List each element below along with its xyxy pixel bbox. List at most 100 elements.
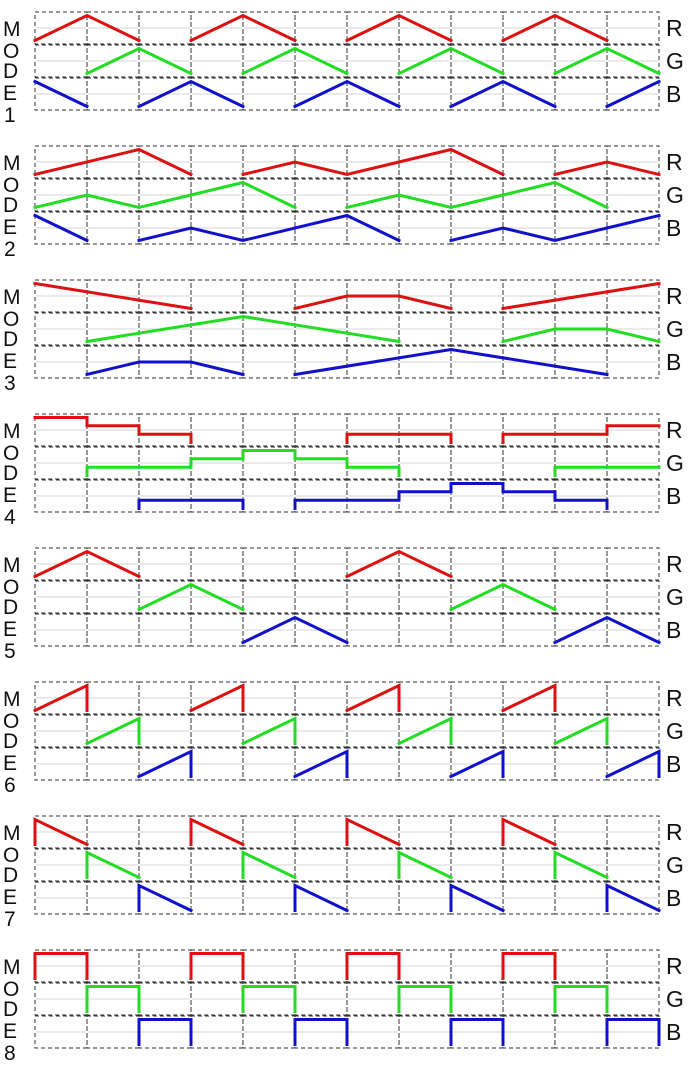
mode-letter: E [3, 1020, 17, 1043]
channel-label-r: R [666, 551, 683, 577]
waveform-r [32, 13, 610, 43]
channel-label-r: R [666, 819, 683, 845]
lane-g [34, 44, 662, 78]
mode-letter: D [3, 596, 18, 619]
channel-label-g: G [666, 986, 684, 1012]
channel-label-g: G [666, 450, 684, 476]
waveform-r [33, 817, 558, 847]
mode-letter: D [3, 864, 18, 887]
mode-letter: E [3, 350, 17, 373]
channel-label-b: B [666, 1019, 681, 1045]
channel-label-r: R [666, 953, 683, 979]
channel-label-g: G [666, 852, 684, 878]
waveform-g [85, 449, 661, 477]
lane-b [34, 479, 660, 513]
mode-letter: E [3, 82, 17, 105]
lane-r [33, 815, 660, 849]
lane-r [33, 279, 661, 313]
waveform-b [136, 749, 661, 779]
mode-letter: E [3, 752, 17, 775]
mode-letter: M [3, 286, 21, 309]
waveform-b [137, 482, 609, 510]
mode-letter: O [3, 844, 19, 867]
lane-b [34, 747, 661, 781]
lane-b [34, 613, 662, 647]
channel-label-r: R [666, 15, 683, 41]
waveform-b [137, 883, 662, 913]
channel-label-b: B [666, 215, 681, 241]
mode-letter: M [3, 956, 21, 979]
mode-number: 3 [4, 372, 16, 395]
waveform-b [32, 213, 661, 243]
mode-number: 7 [4, 908, 16, 931]
lane-g [34, 982, 660, 1016]
waveform-b [240, 615, 662, 645]
waveform-r [32, 549, 454, 579]
waveform-b [85, 347, 609, 377]
lane-b [34, 881, 662, 915]
channel-label-g: G [666, 48, 684, 74]
waveform-r [33, 147, 661, 177]
waveform-g [85, 850, 610, 880]
lane-g [34, 446, 661, 480]
mode-letter: M [3, 18, 21, 41]
lane-r [32, 681, 660, 715]
mode-number: 5 [4, 640, 16, 663]
mode-number: 4 [4, 506, 16, 529]
waveform-g [85, 985, 609, 1013]
lane-g [34, 848, 660, 882]
waveform-g [84, 46, 662, 76]
channel-label-g: G [666, 182, 684, 208]
lane-r [32, 547, 660, 581]
mode-letter: D [3, 194, 18, 217]
channel-label-r: R [666, 283, 683, 309]
mode-letter: D [3, 462, 18, 485]
lane-g [34, 580, 660, 614]
waveform-b [137, 1018, 661, 1046]
lane-b [32, 211, 661, 245]
lane-r [33, 949, 660, 983]
channel-label-b: B [666, 81, 681, 107]
channel-label-g: G [666, 584, 684, 610]
mode-letter: E [3, 618, 17, 641]
channel-label-g: G [666, 316, 684, 342]
mode-number: 8 [4, 1042, 16, 1065]
waveform-g [33, 180, 610, 210]
mode-letter: O [3, 40, 19, 63]
mode-letter: D [3, 998, 18, 1021]
channel-label-b: B [666, 617, 681, 643]
lane-g [34, 714, 660, 748]
channel-label-g: G [666, 718, 684, 744]
lane-b [34, 345, 660, 379]
mode-letter: E [3, 886, 17, 909]
mode-letter: O [3, 710, 19, 733]
lane-g [34, 312, 661, 346]
lane-r [32, 11, 660, 45]
mode-letter: O [3, 978, 19, 1001]
mode-letter: E [3, 484, 17, 507]
lane-b [34, 1015, 661, 1049]
channel-label-b: B [666, 751, 681, 777]
waveform-r [33, 952, 557, 980]
waveform-b [32, 79, 662, 109]
channel-label-b: B [666, 483, 681, 509]
waveform-g [136, 582, 558, 612]
mode-number: 1 [4, 104, 16, 127]
waveform-r [33, 281, 661, 311]
mode-letter: D [3, 60, 18, 83]
mode-letter: M [3, 688, 21, 711]
mode-number: 2 [4, 238, 16, 261]
waveform-r [33, 416, 661, 444]
mode-letter: O [3, 174, 19, 197]
mode-letter: M [3, 420, 21, 443]
channel-label-r: R [666, 149, 683, 175]
mode-letter: O [3, 576, 19, 599]
